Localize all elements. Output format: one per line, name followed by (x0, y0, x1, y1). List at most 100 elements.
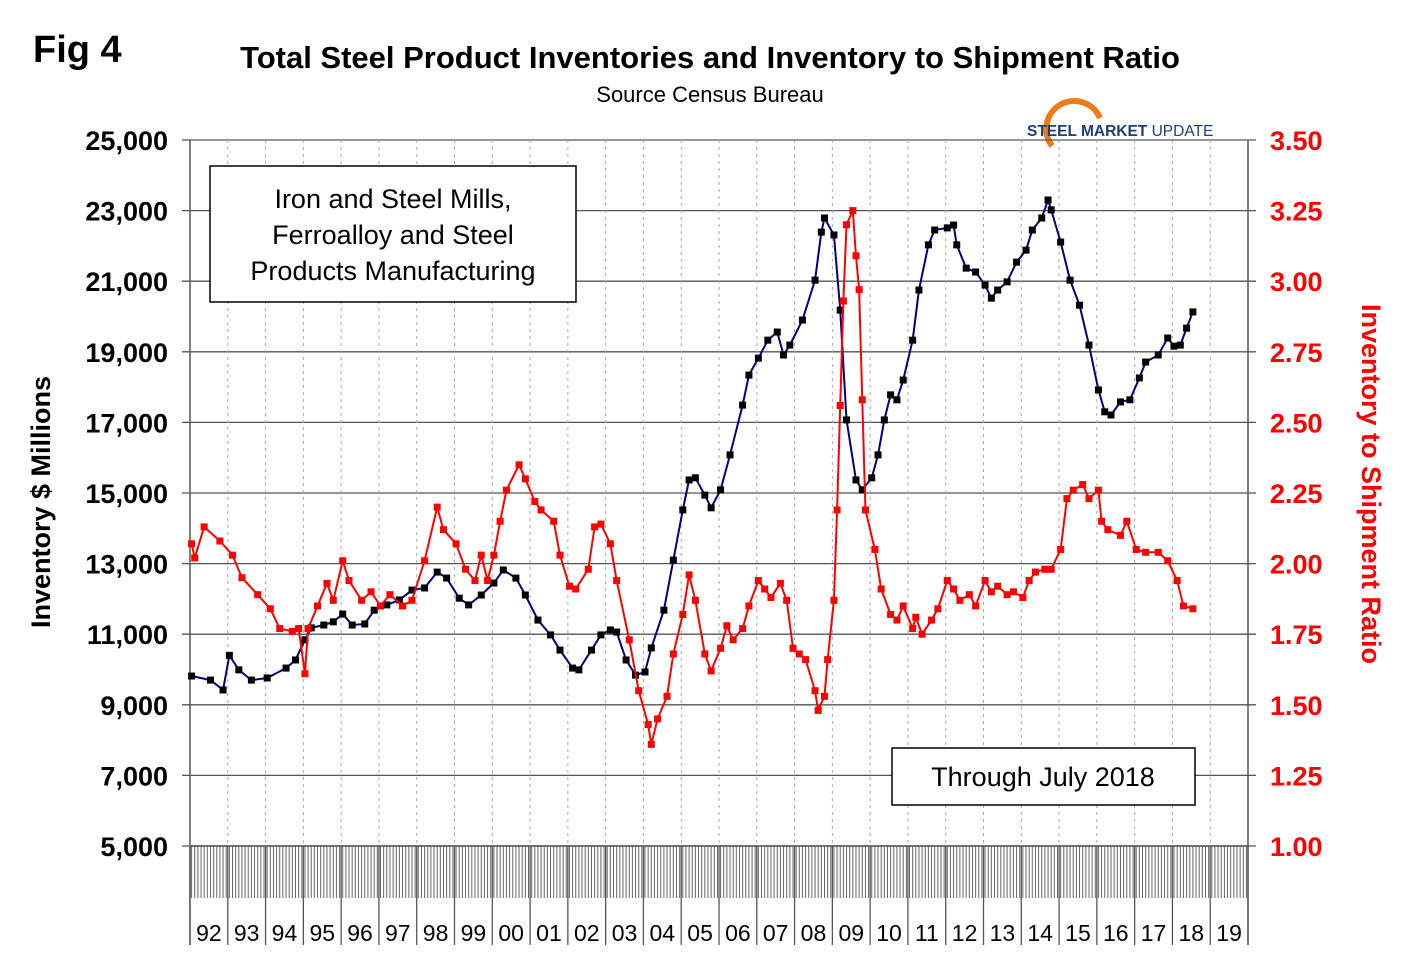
data-point (1107, 411, 1115, 419)
x-tick-label: 01 (536, 920, 562, 946)
data-point (288, 627, 296, 635)
axes: 5,000 1.00 7,000 1.25 9,000 1.50 11,000 1.75 13,… (85, 126, 1322, 946)
data-point (556, 646, 564, 654)
data-point (1057, 238, 1065, 246)
data-point (206, 676, 214, 684)
data-point (647, 740, 655, 748)
data-point (521, 591, 529, 599)
data-point (994, 582, 1002, 590)
data-point (550, 517, 558, 525)
data-point (499, 566, 507, 574)
data-point (1176, 341, 1184, 349)
x-tick-label: 92 (196, 920, 222, 946)
series-inventory (188, 196, 1197, 694)
y-left-tick-label: 21,000 (85, 267, 168, 297)
data-point (597, 520, 605, 528)
data-point (798, 316, 806, 324)
y-right-tick-label: 3.50 (1270, 126, 1323, 156)
x-tick-label: 94 (272, 920, 298, 946)
x-tick-label: 18 (1179, 920, 1205, 946)
data-point (1094, 486, 1102, 494)
data-point (556, 551, 564, 559)
data-point (899, 602, 907, 610)
data-point (950, 585, 958, 593)
data-point (1173, 577, 1181, 585)
chart-subtitle: Source Census Bureau (596, 82, 823, 107)
data-point (871, 545, 879, 553)
data-point (776, 579, 784, 587)
data-point (200, 523, 208, 531)
data-point (263, 674, 271, 682)
data-point (956, 596, 964, 604)
data-point (1009, 588, 1017, 596)
data-point (484, 577, 492, 585)
data-point (462, 565, 470, 573)
data-point (909, 336, 917, 344)
y-right-tick-label: 1.00 (1270, 832, 1323, 862)
data-point (1047, 565, 1055, 573)
data-point (899, 376, 907, 384)
data-point (386, 591, 394, 599)
data-point (1154, 351, 1162, 359)
data-point (786, 341, 794, 349)
data-point (1123, 517, 1131, 525)
data-point (663, 692, 671, 700)
data-point (754, 354, 762, 362)
data-point (764, 336, 772, 344)
data-point (502, 486, 510, 494)
x-tick-label: 12 (952, 920, 978, 946)
x-tick-label: 95 (309, 920, 335, 946)
x-tick-label: 08 (801, 920, 827, 946)
data-point (691, 596, 699, 604)
data-point (780, 351, 788, 359)
x-tick-label: 15 (1065, 920, 1091, 946)
data-point (1025, 577, 1033, 585)
data-point (641, 668, 649, 676)
data-point (924, 241, 932, 249)
y-left-tick-label: 9,000 (100, 691, 168, 721)
data-point (928, 616, 936, 624)
data-point (1031, 568, 1039, 576)
y-left-tick-label: 15,000 (85, 479, 168, 509)
annotation-box-1: Iron and Steel Mills, Ferroalloy and Ste… (209, 165, 577, 303)
data-point (219, 686, 227, 694)
data-point (622, 656, 630, 664)
data-point (953, 241, 961, 249)
data-point (820, 692, 828, 700)
data-point (323, 579, 331, 587)
data-point (314, 602, 322, 610)
data-point (843, 416, 851, 424)
data-point (238, 574, 246, 582)
data-point (701, 491, 709, 499)
data-point (188, 540, 196, 548)
data-point (339, 610, 347, 618)
y-right-tick-label: 1.50 (1270, 691, 1323, 721)
data-point (572, 585, 580, 593)
data-point (531, 497, 539, 505)
data-point (852, 476, 860, 484)
x-tick-label: 04 (650, 920, 676, 946)
figure-label: Fig 4 (33, 29, 122, 71)
data-point (584, 565, 592, 573)
data-point (348, 621, 356, 629)
series (188, 196, 1197, 748)
data-point (726, 451, 734, 459)
data-point (912, 613, 920, 621)
data-point (606, 626, 614, 634)
data-point (496, 517, 504, 525)
x-tick-label: 93 (234, 920, 260, 946)
data-point (521, 475, 529, 483)
data-point (191, 554, 199, 562)
data-point (477, 591, 485, 599)
y-right-tick-label: 2.25 (1270, 479, 1323, 509)
y-right-tick-label: 2.75 (1270, 338, 1323, 368)
y-left-tick-label: 5,000 (100, 832, 168, 862)
x-tick-label: 00 (498, 920, 524, 946)
data-point (433, 568, 441, 576)
svg-text:Ferroalloy and Steel: Ferroalloy and Steel (272, 220, 514, 250)
data-point (669, 650, 677, 658)
x-tick-label: 07 (763, 920, 789, 946)
data-point (660, 606, 668, 614)
data-point (1057, 545, 1065, 553)
data-point (1041, 565, 1049, 573)
